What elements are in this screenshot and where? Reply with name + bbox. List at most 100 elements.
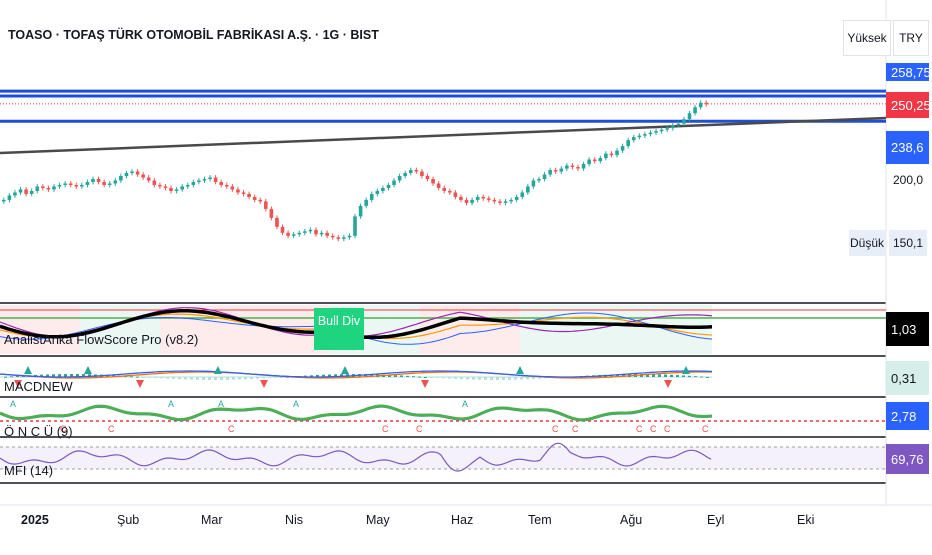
macd-histogram-bar <box>472 377 475 380</box>
candle-body <box>342 237 346 239</box>
macd-histogram-bar <box>412 376 415 378</box>
macd-histogram-bar <box>148 377 151 378</box>
macd-histogram-bar <box>424 376 427 378</box>
macd-histogram-bar <box>64 374 67 377</box>
candle-body <box>169 187 173 191</box>
price-label-top-level: 258,75 <box>886 63 931 81</box>
candle-body <box>7 195 12 200</box>
oncu-green-line <box>0 404 713 422</box>
candle-body <box>119 176 123 181</box>
candle-body <box>615 150 619 156</box>
macd-buy-marker <box>341 366 349 374</box>
macd-histogram-bar <box>184 377 187 380</box>
candle-body <box>264 201 268 209</box>
candle-body <box>185 184 190 187</box>
oncu-c-marker: C <box>702 424 709 434</box>
macd-histogram-bar <box>220 377 223 380</box>
currency-button[interactable]: TRY <box>893 20 929 56</box>
candle-body <box>13 192 17 196</box>
macd-histogram-bar <box>10 376 13 378</box>
oncu-a-marker: A <box>10 399 16 409</box>
flowscore-background <box>420 305 520 354</box>
candle-body <box>236 189 240 193</box>
candle-body <box>654 131 658 133</box>
level-price-badge: 238,6 <box>886 131 929 164</box>
candle-body <box>219 181 224 185</box>
candle-body <box>252 196 257 200</box>
macd-histogram-bar <box>448 377 451 379</box>
macd-histogram-bar <box>142 377 145 378</box>
candle-body <box>202 179 207 181</box>
macd-histogram-bar <box>688 375 691 377</box>
candle-body <box>269 208 274 218</box>
candle-body <box>41 186 45 188</box>
candle-body <box>74 184 79 187</box>
candle-body <box>325 232 329 236</box>
candle-body <box>487 198 491 200</box>
candle-body <box>392 180 396 185</box>
macd-histogram-bar <box>202 377 205 380</box>
candle-body <box>526 186 530 193</box>
time-label-haz: Haz <box>451 513 474 527</box>
candle-body <box>537 179 541 181</box>
candle-body <box>24 189 28 194</box>
macd-histogram-bar <box>460 377 463 380</box>
candle-body <box>224 184 229 187</box>
macd-histogram-bar <box>208 377 211 380</box>
macd-histogram-bar <box>4 376 7 378</box>
oncu-indicator-label[interactable]: Ö N C Ü (9) <box>4 424 73 439</box>
candle-body <box>459 196 463 200</box>
macd-histogram-bar <box>268 377 271 378</box>
candle-body <box>35 186 40 191</box>
macd-histogram-bar <box>58 374 61 377</box>
candle-body <box>682 119 686 124</box>
candle-body <box>447 190 452 193</box>
macd-histogram-bar <box>406 375 409 377</box>
macd-histogram-bar <box>310 375 313 377</box>
macd-histogram-bar <box>262 377 265 379</box>
flowscore-indicator-label[interactable]: AnalistAnka FlowScore Pro (v8.2) <box>4 332 199 347</box>
candle-body <box>52 186 56 190</box>
candle-body <box>57 184 62 187</box>
macd-histogram-bar <box>172 377 175 379</box>
candle-body <box>180 186 184 190</box>
oncu-a-marker: A <box>293 399 299 409</box>
candle-body <box>609 153 614 156</box>
macd-histogram-bar <box>478 377 481 380</box>
time-label-may: May <box>366 513 390 527</box>
candle-body <box>163 186 168 188</box>
candle-body <box>481 196 486 199</box>
candle-body <box>509 199 513 202</box>
macd-histogram-bar <box>238 377 241 380</box>
macd-histogram-bar <box>274 377 277 378</box>
candle-body <box>626 140 630 147</box>
candle-body <box>230 186 235 190</box>
candle-body <box>492 199 497 202</box>
macd-buy-marker <box>516 366 524 374</box>
macd-histogram-bar <box>682 375 685 377</box>
macd-histogram-bar <box>676 375 679 377</box>
candle-body <box>124 173 129 177</box>
high-scale-button[interactable]: Yüksek <box>843 20 891 56</box>
macd-indicator-label[interactable]: MACDNEW <box>4 379 73 394</box>
oncu-c-marker: C <box>572 424 579 434</box>
candle-body <box>107 183 112 185</box>
macd-histogram-bar <box>280 377 283 378</box>
macd-histogram-bar <box>388 374 391 377</box>
candle-body <box>152 180 157 185</box>
oncu-value-badge: 2,78 <box>886 402 929 430</box>
mfi-indicator-label[interactable]: MFI (14) <box>4 463 54 478</box>
candle-body <box>208 177 212 180</box>
candle-body <box>408 170 413 174</box>
macd-histogram-bar <box>484 377 487 380</box>
candle-body <box>375 190 380 194</box>
candle-body <box>241 192 246 194</box>
macd-histogram-bar <box>196 377 199 380</box>
macd-histogram-bar <box>244 377 247 380</box>
mfi-value-badge: 69,76 <box>886 444 929 474</box>
candle-body <box>213 177 218 182</box>
bull-div-badge: Bull Div <box>314 308 364 350</box>
macd-histogram-bar <box>190 377 193 380</box>
